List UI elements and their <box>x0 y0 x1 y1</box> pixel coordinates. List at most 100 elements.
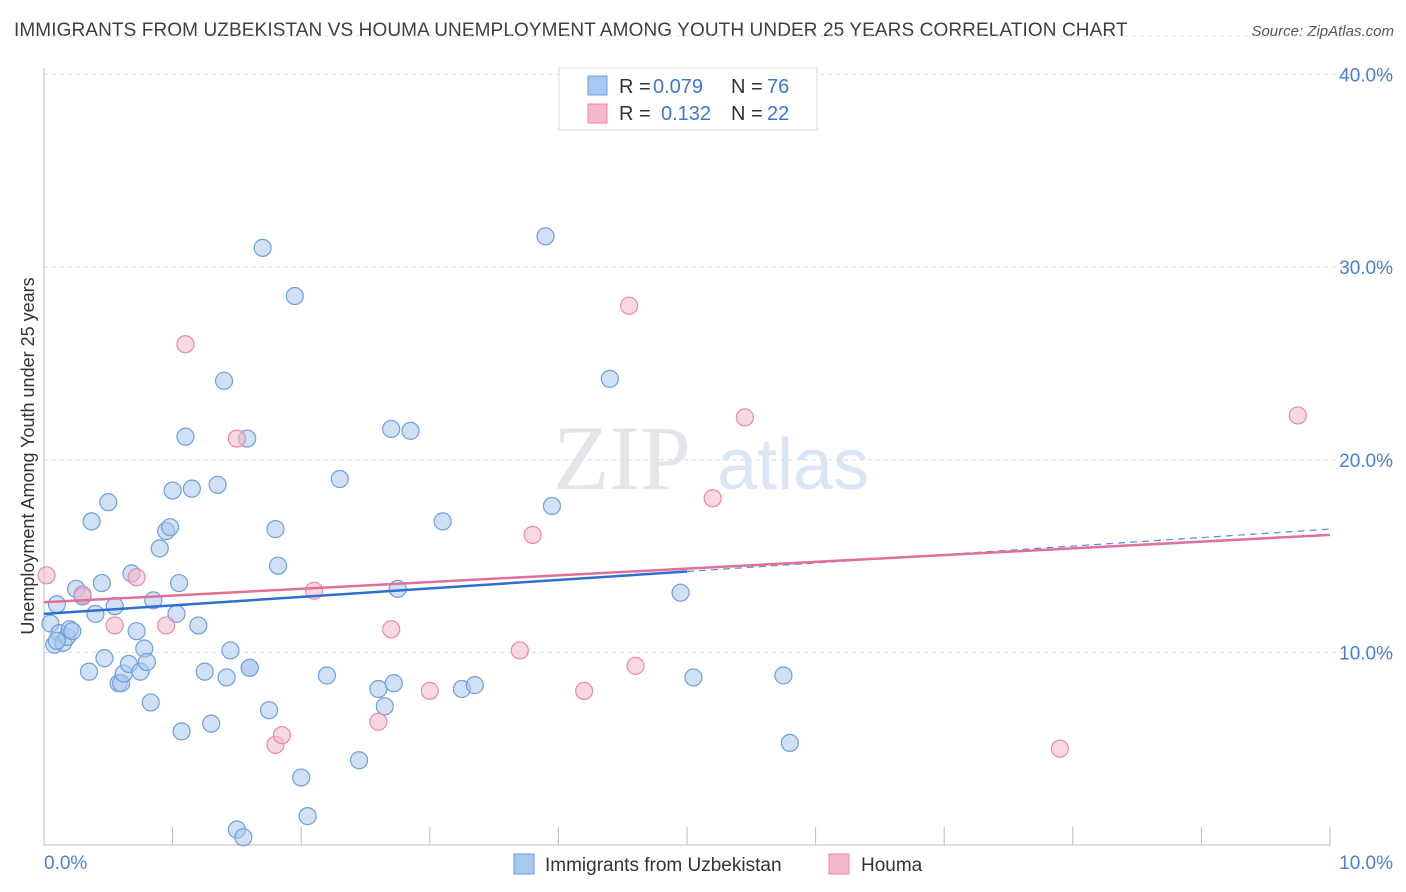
houma-trend-line <box>43 533 1331 604</box>
series-houma-points <box>37 296 1307 758</box>
houma-point <box>1288 406 1307 425</box>
houma-point <box>272 726 292 745</box>
uzbekistan-point <box>684 668 703 687</box>
series-legend: Immigrants from Uzbekistan Houma <box>513 853 923 876</box>
uzbekistan-point <box>127 622 146 641</box>
legend-r-value-1: 0.079 <box>653 76 703 98</box>
houma-point <box>369 712 388 731</box>
legend-n-value-2: 22 <box>767 103 789 125</box>
uzbekistan-point <box>63 622 82 641</box>
uzbekistan-point <box>189 616 208 635</box>
uzbekistan-point <box>285 286 304 306</box>
houma-point <box>510 641 529 660</box>
legend-r-label-1: R = <box>619 76 651 98</box>
bottom-legend-label-houma: Houma <box>861 855 923 876</box>
uzbekistan-point <box>95 649 114 668</box>
series-uzbekistan-points <box>41 227 799 847</box>
uzbekistan-point <box>99 493 118 512</box>
uzbekistan-point <box>150 539 169 558</box>
uzbekistan-point <box>401 421 420 440</box>
uzbekistan-point <box>221 641 240 660</box>
houma-point <box>37 566 56 585</box>
uzbekistan-point <box>433 512 452 531</box>
houma-point <box>227 429 246 448</box>
legend-swatch-blue <box>587 75 608 96</box>
uzbekistan-point <box>105 597 124 616</box>
uzbekistan-point <box>369 679 388 699</box>
uzbekistan-point <box>217 668 236 687</box>
uzbekistan-point <box>172 722 191 741</box>
uzbekistan-trend-extension <box>686 528 1331 573</box>
houma-point <box>176 335 195 354</box>
uzbekistan-point <box>542 496 562 516</box>
uzbekistan-point <box>182 479 201 498</box>
uzbekistan-point <box>86 604 105 623</box>
houma-point <box>620 296 639 315</box>
uzbekistan-point <box>195 662 214 681</box>
uzbekistan-point <box>92 573 111 593</box>
legend-n-label-1: N = <box>731 76 763 98</box>
uzbekistan-trend-line <box>43 570 688 616</box>
uzbekistan-point <box>268 556 288 575</box>
uzbekistan-point <box>298 807 317 826</box>
uzbekistan-point <box>349 751 369 770</box>
uzbekistan-point <box>214 371 234 390</box>
y-tick-label: 20.0% <box>1339 451 1393 472</box>
uzbekistan-point <box>202 714 221 733</box>
uzbekistan-point <box>317 666 337 685</box>
legend-n-label-2: N = <box>731 103 763 125</box>
houma-point <box>157 616 176 635</box>
y-axis-label: Unemployment Among Youth under 25 years <box>18 277 38 634</box>
y-tick-label: 40.0% <box>1339 66 1393 87</box>
uzbekistan-point <box>266 520 285 539</box>
uzbekistan-point <box>47 631 66 650</box>
uzbekistan-point <box>240 658 259 677</box>
houma-point <box>420 681 439 701</box>
houma-point <box>523 525 542 544</box>
uzbekistan-point <box>208 475 227 494</box>
uzbekistan-point <box>774 666 793 685</box>
uzbekistan-point <box>384 674 403 693</box>
y-tick-label: 10.0% <box>1339 643 1393 664</box>
uzbekistan-point <box>82 512 101 531</box>
houma-point <box>575 681 594 701</box>
houma-point <box>382 620 401 639</box>
legend-r-label-2: R = <box>619 103 651 125</box>
uzbekistan-point <box>671 583 690 602</box>
uzbekistan-point <box>79 662 99 681</box>
uzbekistan-point <box>176 427 195 446</box>
legend-swatch-pink <box>587 103 608 124</box>
x-ticks <box>172 827 1331 845</box>
uzbekistan-point <box>253 238 272 257</box>
uzbekistan-point <box>234 828 253 847</box>
trend-lines <box>43 528 1331 616</box>
houma-point <box>1050 739 1070 758</box>
legend-r-value-2: 0.132 <box>661 103 711 125</box>
uzbekistan-point <box>600 369 619 388</box>
legend-n-value-1: 76 <box>767 76 789 98</box>
y-tick-label: 30.0% <box>1339 258 1393 279</box>
houma-point <box>703 489 722 508</box>
watermark-atlas: atlas <box>717 425 869 505</box>
bottom-legend-swatch-houma <box>828 853 850 875</box>
uzbekistan-point <box>137 652 156 672</box>
houma-point <box>127 568 146 587</box>
y-tick-labels: 10.0% 20.0% 30.0% 40.0% <box>1339 66 1393 665</box>
houma-point <box>105 616 124 635</box>
uzbekistan-point <box>160 518 180 537</box>
uzbekistan-point <box>163 481 182 500</box>
uzbekistan-point <box>169 573 189 593</box>
uzbekistan-point <box>292 768 311 787</box>
uzbekistan-point <box>47 595 66 614</box>
uzbekistan-point <box>780 733 799 753</box>
houma-point <box>735 408 754 427</box>
uzbekistan-point <box>536 227 555 246</box>
watermark: ZIP atlas <box>553 407 869 509</box>
uzbekistan-point <box>465 676 484 695</box>
x-tick-label-max: 10.0% <box>1339 853 1393 874</box>
uzbekistan-point <box>141 693 160 712</box>
bottom-legend-swatch-uzbekistan <box>513 853 535 875</box>
uzbekistan-point <box>259 701 279 720</box>
correlation-legend: R = 0.079 N = 76 R = 0.132 N = 22 <box>558 67 818 131</box>
